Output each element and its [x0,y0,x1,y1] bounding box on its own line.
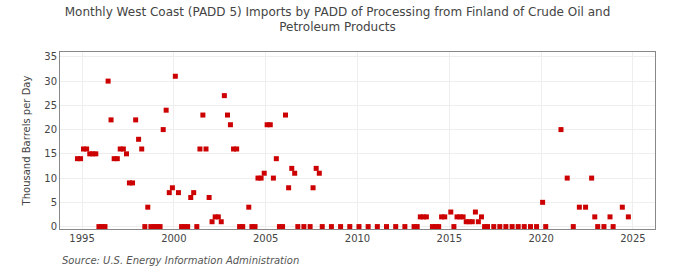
svg-text:2020: 2020 [528,233,553,244]
svg-text:2005: 2005 [253,233,278,244]
svg-text:Monthly West Coast (PADD 5) Im: Monthly West Coast (PADD 5) Imports by P… [65,5,611,35]
svg-text:2025: 2025 [620,233,645,244]
svg-text:2010: 2010 [345,233,370,244]
svg-text:2015: 2015 [437,233,462,244]
svg-text:Source: U.S. Energy Informatio: Source: U.S. Energy Information Administ… [62,255,299,266]
svg-text:10: 10 [44,173,57,184]
svg-text:5: 5 [51,197,57,208]
svg-text:15: 15 [44,148,57,159]
svg-text:20: 20 [44,124,57,135]
svg-text:2000: 2000 [161,233,186,244]
svg-text:1995: 1995 [69,233,94,244]
svg-text:35: 35 [44,51,57,62]
svg-text:Thousand Barrels per Day: Thousand Barrels per Day [21,76,32,207]
svg-text:0: 0 [51,221,57,232]
svg-text:25: 25 [44,100,57,111]
svg-text:30: 30 [44,76,57,87]
